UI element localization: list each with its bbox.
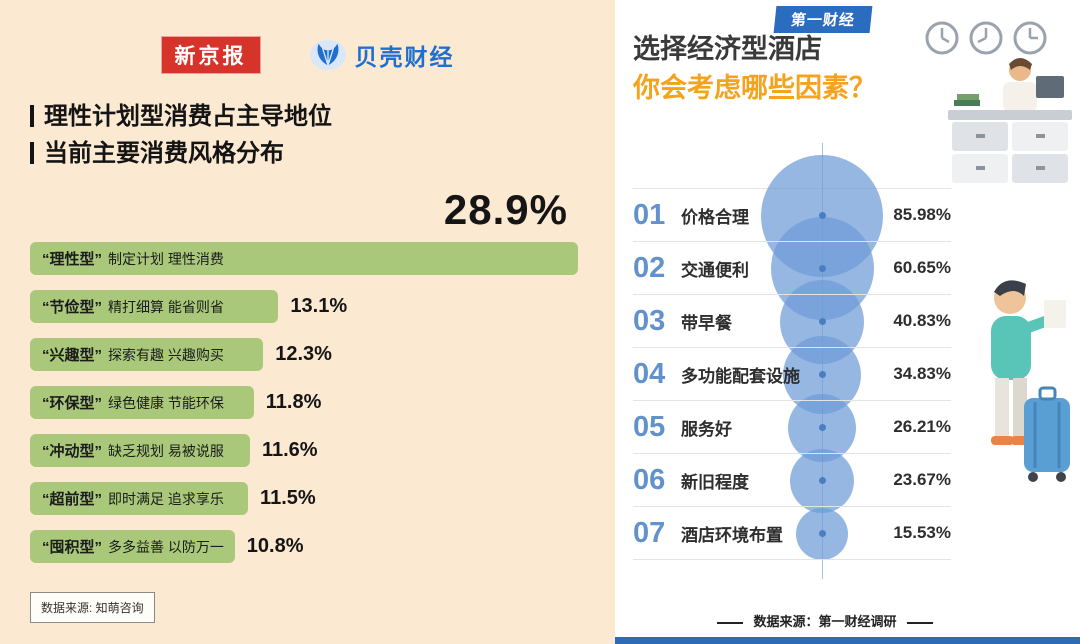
factor-label: 带早餐 bbox=[681, 313, 732, 333]
factor-value: 15.53% bbox=[893, 523, 951, 542]
traveler-illustration bbox=[991, 280, 1070, 482]
consumption-bar: “囤积型” 多多益善 以防万一 bbox=[30, 530, 235, 564]
consumption-bar: “理性型” 制定计划 理性消费 bbox=[30, 242, 578, 276]
factor-label: 价格合理 bbox=[681, 207, 749, 227]
bar-label-desc: 多多益善 以防万一 bbox=[108, 538, 224, 555]
bar-label-type: “超前型” bbox=[42, 491, 103, 509]
bar-row: “冲动型” 缺乏规划 易被说服 11.6% bbox=[30, 434, 578, 468]
clocks-icon bbox=[925, 21, 1047, 55]
bar-label-desc: 制定计划 理性消费 bbox=[108, 250, 224, 267]
data-source-left: 数据来源: 知萌咨询 bbox=[30, 592, 155, 624]
factor-rank: 06 bbox=[633, 463, 666, 496]
factor-label: 新旧程度 bbox=[681, 472, 749, 492]
bar-row: “囤积型” 多多益善 以防万一 10.8% bbox=[30, 530, 578, 564]
bar-row: “环保型” 绿色健康 节能环保 11.8% bbox=[30, 386, 578, 420]
bar-row: “节俭型” 精打细算 能省则省 13.1% bbox=[30, 290, 578, 324]
factor-value: 34.83% bbox=[893, 364, 951, 383]
factor-rank: 01 bbox=[633, 198, 666, 231]
bar-label-type: “环保型” bbox=[42, 395, 103, 413]
bar-label-type: “理性型” bbox=[42, 251, 103, 269]
bar-label-desc: 绿色健康 节能环保 bbox=[108, 394, 224, 411]
beike-caijing-label: 贝壳财经 bbox=[354, 44, 455, 70]
right-title-line1: 选择经济型酒店 bbox=[633, 34, 822, 64]
title-bar-mark bbox=[30, 142, 34, 165]
shell-icon bbox=[309, 39, 346, 71]
bar-row: “理性型” 制定计划 理性消费 bbox=[30, 242, 578, 276]
xinjingbao-logo: 新京报 bbox=[160, 36, 261, 74]
right-title: 选择经济型酒店 你会考虑哪些因素？ bbox=[633, 30, 876, 108]
consumption-bar: “冲动型” 缺乏规划 易被说服 bbox=[30, 434, 250, 468]
left-title: 理性计划型消费占主导地位 当前主要消费风格分布 bbox=[30, 98, 585, 172]
factor-row: 04 多功能配套设施 34.83% bbox=[633, 348, 951, 401]
factor-row: 07 酒店环境布置 15.53% bbox=[633, 507, 951, 560]
bar-row: “兴趣型” 探索有趣 兴趣购买 12.3% bbox=[30, 338, 578, 372]
factor-rank: 02 bbox=[633, 251, 666, 284]
bottom-accent-bar bbox=[615, 637, 1080, 644]
factor-row: 05 服务好 26.21% bbox=[633, 401, 951, 454]
headline-value: 28.9% bbox=[443, 186, 568, 234]
factor-label: 交通便利 bbox=[681, 260, 749, 280]
left-logos-row: 新京报 贝壳财经 bbox=[30, 36, 585, 74]
bar-percent: 13.1% bbox=[290, 295, 348, 318]
bar-label-type: “囤积型” bbox=[42, 539, 103, 557]
bar-percent: 10.8% bbox=[246, 535, 304, 558]
consumption-bar: “环保型” 绿色健康 节能环保 bbox=[30, 386, 254, 420]
left-title-line1: 理性计划型消费占主导地位 bbox=[30, 98, 585, 135]
hotel-counter-illustration bbox=[948, 58, 1072, 183]
right-panel-hotel-factors: 第一财经 选择经济型酒店 你会考虑哪些因素？ bbox=[615, 0, 1080, 644]
factor-value: 23.67% bbox=[893, 470, 951, 489]
yicai-logo: 第一财经 bbox=[773, 6, 873, 33]
consumption-bar: “节俭型” 精打细算 能省则省 bbox=[30, 290, 279, 324]
factor-row: 01 价格合理 85.98% bbox=[633, 189, 951, 242]
bar-label-type: “冲动型” bbox=[42, 443, 103, 461]
bar-label-desc: 精打细算 能省则省 bbox=[108, 298, 224, 315]
factor-label: 多功能配套设施 bbox=[681, 366, 800, 386]
factor-rank: 05 bbox=[633, 410, 666, 443]
bar-percent: 12.3% bbox=[275, 343, 332, 366]
bar-label-desc: 探索有趣 兴趣购买 bbox=[108, 346, 224, 363]
bar-label-type: “节俭型” bbox=[42, 299, 103, 317]
factor-value: 60.65% bbox=[893, 258, 951, 277]
bar-percent: 11.5% bbox=[260, 487, 316, 510]
bar-label-type: “兴趣型” bbox=[42, 347, 103, 365]
factor-value: 26.21% bbox=[893, 417, 951, 436]
data-source-right: 数据来源：第一财经调研 bbox=[615, 611, 1035, 630]
factor-label: 酒店环境布置 bbox=[681, 525, 783, 545]
bar-label-desc: 缺乏规划 易被说服 bbox=[108, 442, 224, 459]
factor-value: 40.83% bbox=[893, 311, 951, 330]
factor-rank: 03 bbox=[633, 304, 666, 337]
consumption-bar-chart: 28.9% “理性型” 制定计划 理性消费 “节俭型” 精打细算 能省则省 13… bbox=[30, 186, 578, 564]
factor-rank: 07 bbox=[633, 516, 666, 549]
factor-row: 02 交通便利 60.65% bbox=[633, 242, 951, 295]
consumption-bar: “兴趣型” 探索有趣 兴趣购买 bbox=[30, 338, 264, 372]
factor-row: 03 带早餐 40.83% bbox=[633, 295, 951, 348]
factor-list: 01 价格合理 85.98% 02 交通便利 60.65% 03 带早餐 40.… bbox=[633, 143, 951, 579]
factor-value: 85.98% bbox=[893, 205, 951, 224]
consumption-bar: “超前型” 即时满足 追求享乐 bbox=[30, 482, 249, 516]
bar-label-desc: 即时满足 追求享乐 bbox=[108, 490, 224, 507]
right-title-line2: 你会考虑哪些因素？ bbox=[633, 73, 876, 104]
factor-label: 服务好 bbox=[681, 419, 732, 439]
left-panel-consumption-styles: 新京报 贝壳财经 理性计划型消费占主导地位 当前主要消费风格分布 28.9% “… bbox=[0, 0, 615, 644]
factor-row: 06 新旧程度 23.67% bbox=[633, 454, 951, 507]
bar-percent: 11.6% bbox=[261, 439, 318, 462]
left-title-line2: 当前主要消费风格分布 bbox=[30, 135, 585, 172]
factor-rank: 04 bbox=[633, 357, 666, 390]
title-bar-mark bbox=[30, 105, 34, 127]
bar-percent: 11.8% bbox=[265, 391, 322, 414]
bar-row: “超前型” 即时满足 追求享乐 11.5% bbox=[30, 482, 578, 516]
beike-caijing-logo: 贝壳财经 bbox=[309, 38, 455, 72]
